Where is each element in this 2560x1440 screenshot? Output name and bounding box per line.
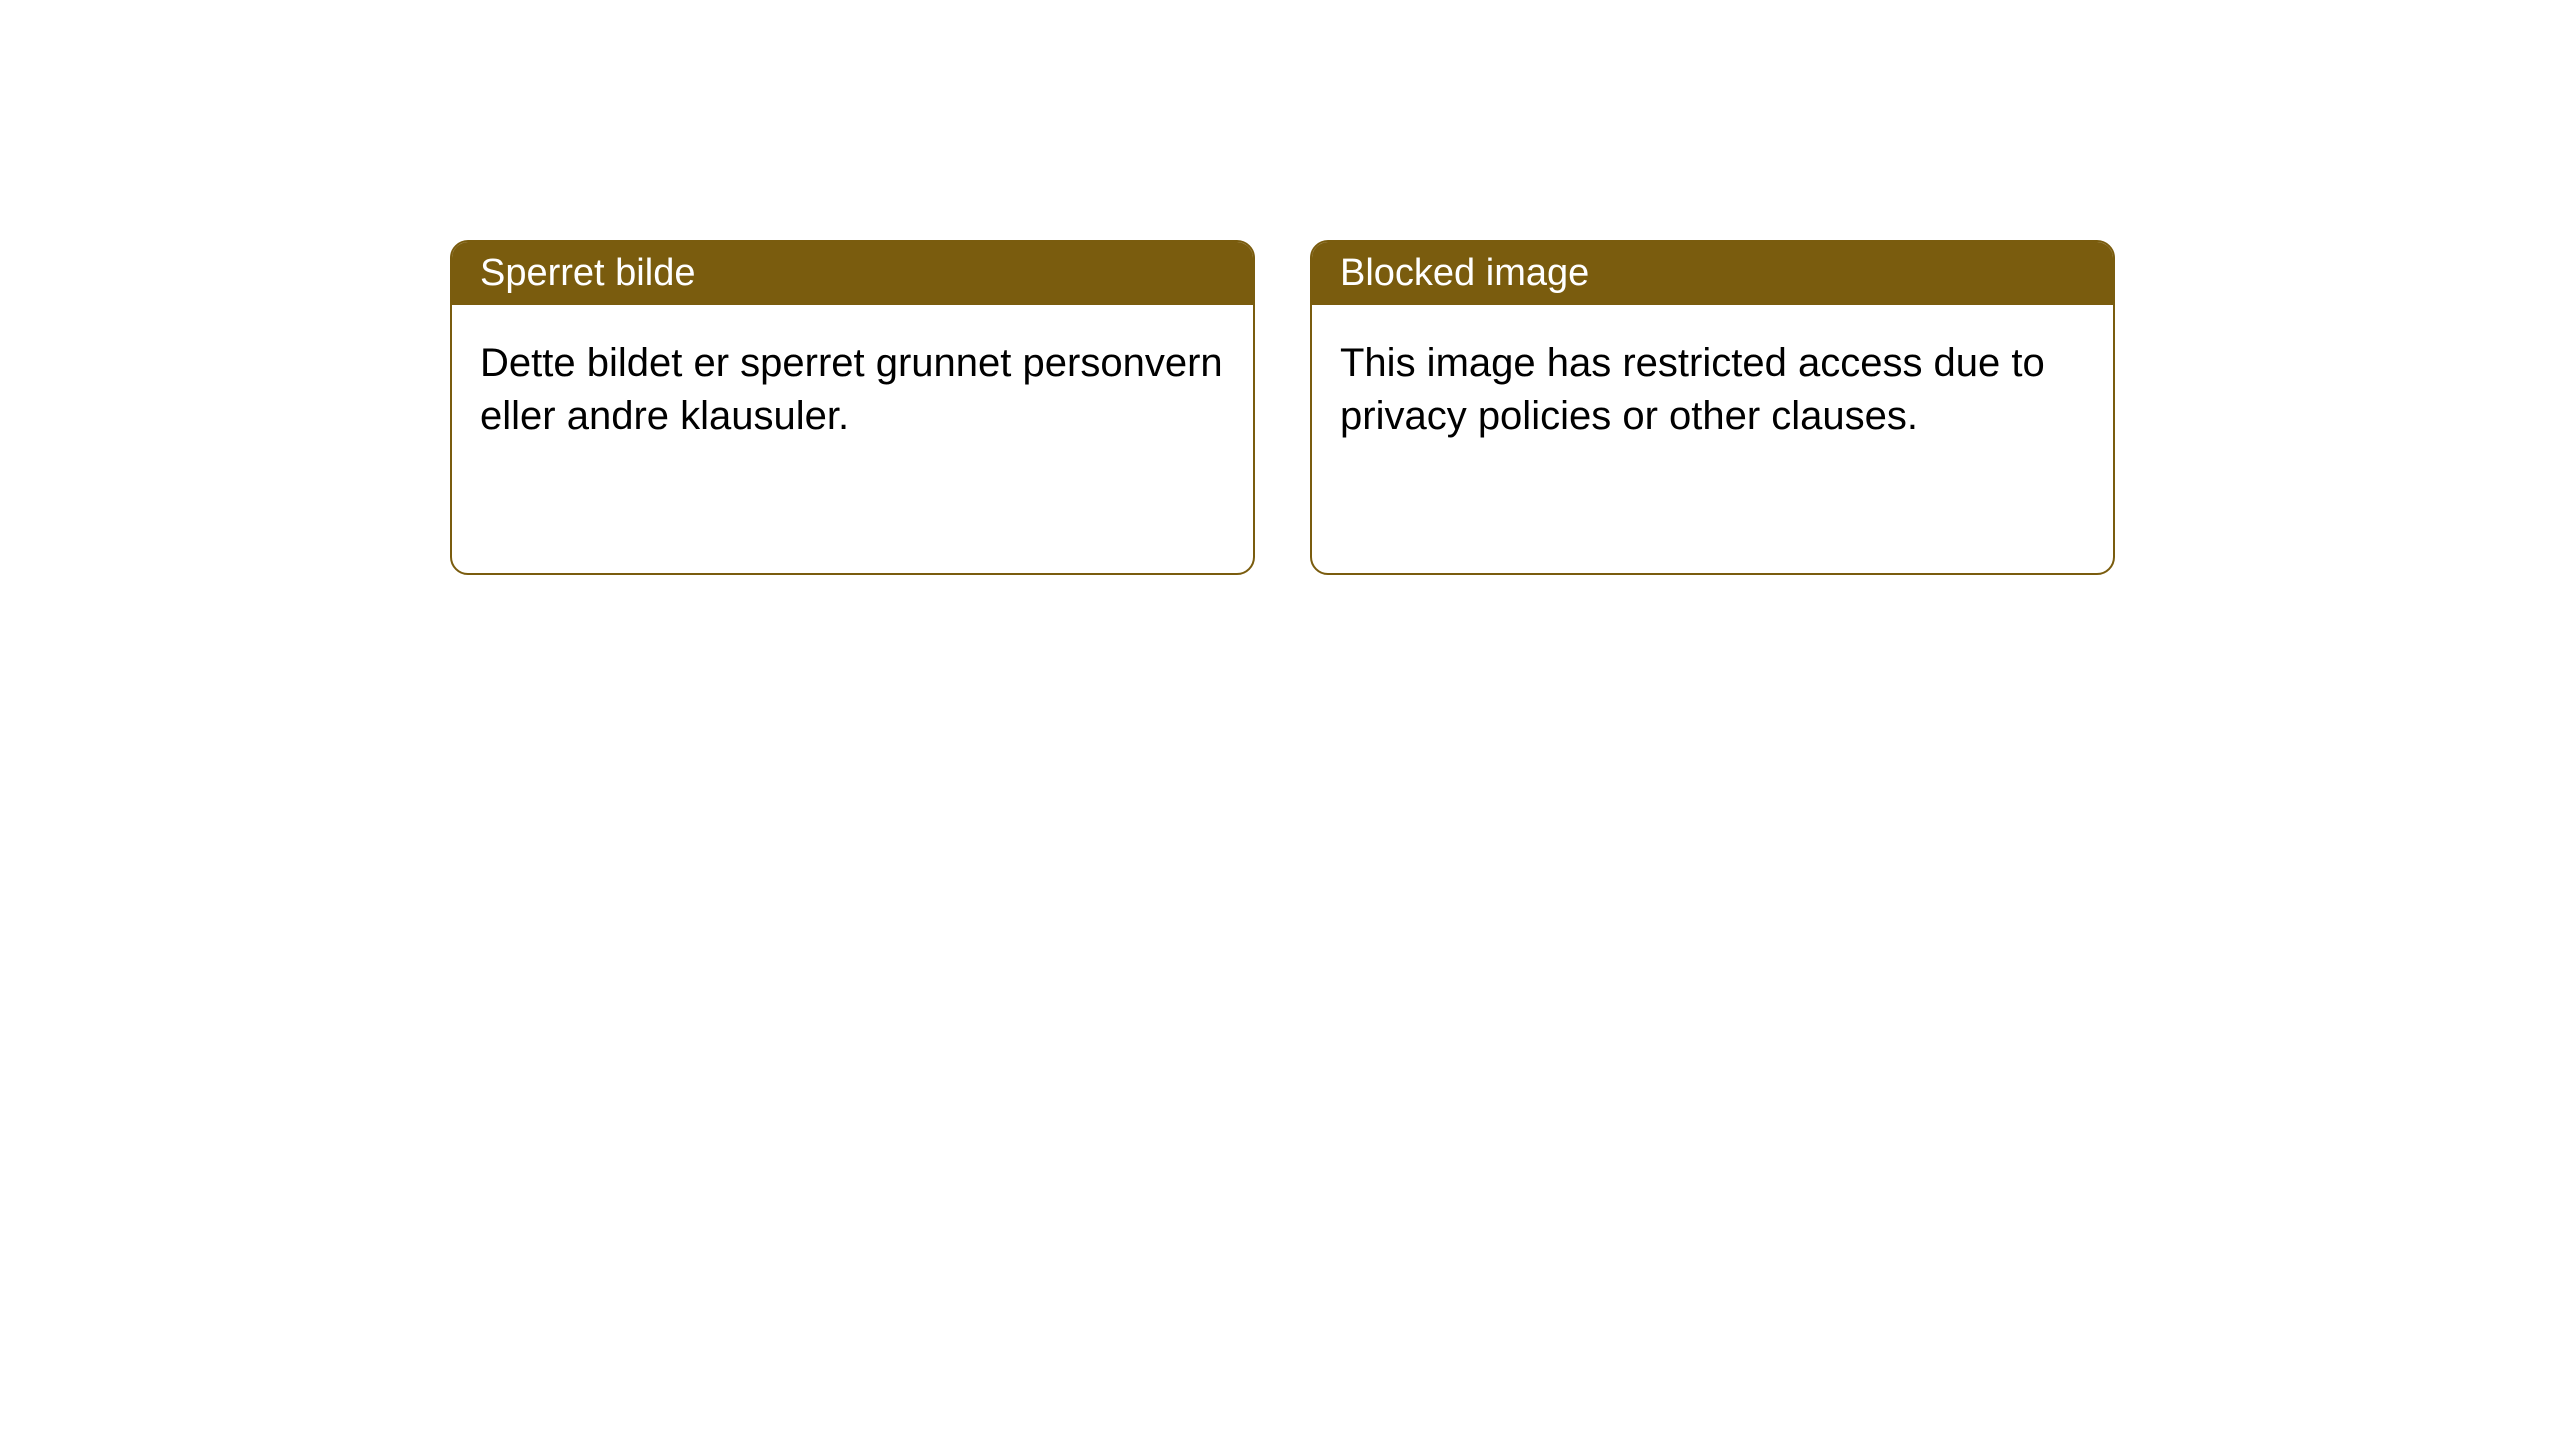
card-title: Sperret bilde (480, 252, 695, 294)
info-card-norwegian: Sperret bilde Dette bildet er sperret gr… (450, 240, 1255, 575)
card-header-english: Blocked image (1312, 242, 2113, 305)
card-title: Blocked image (1340, 252, 1589, 294)
card-body-norwegian: Dette bildet er sperret grunnet personve… (452, 305, 1253, 475)
blocked-image-cards: Sperret bilde Dette bildet er sperret gr… (450, 240, 2115, 575)
info-card-english: Blocked image This image has restricted … (1310, 240, 2115, 575)
card-body-text: This image has restricted access due to … (1340, 341, 2045, 438)
card-body-english: This image has restricted access due to … (1312, 305, 2113, 475)
card-header-norwegian: Sperret bilde (452, 242, 1253, 305)
card-body-text: Dette bildet er sperret grunnet personve… (480, 341, 1223, 438)
